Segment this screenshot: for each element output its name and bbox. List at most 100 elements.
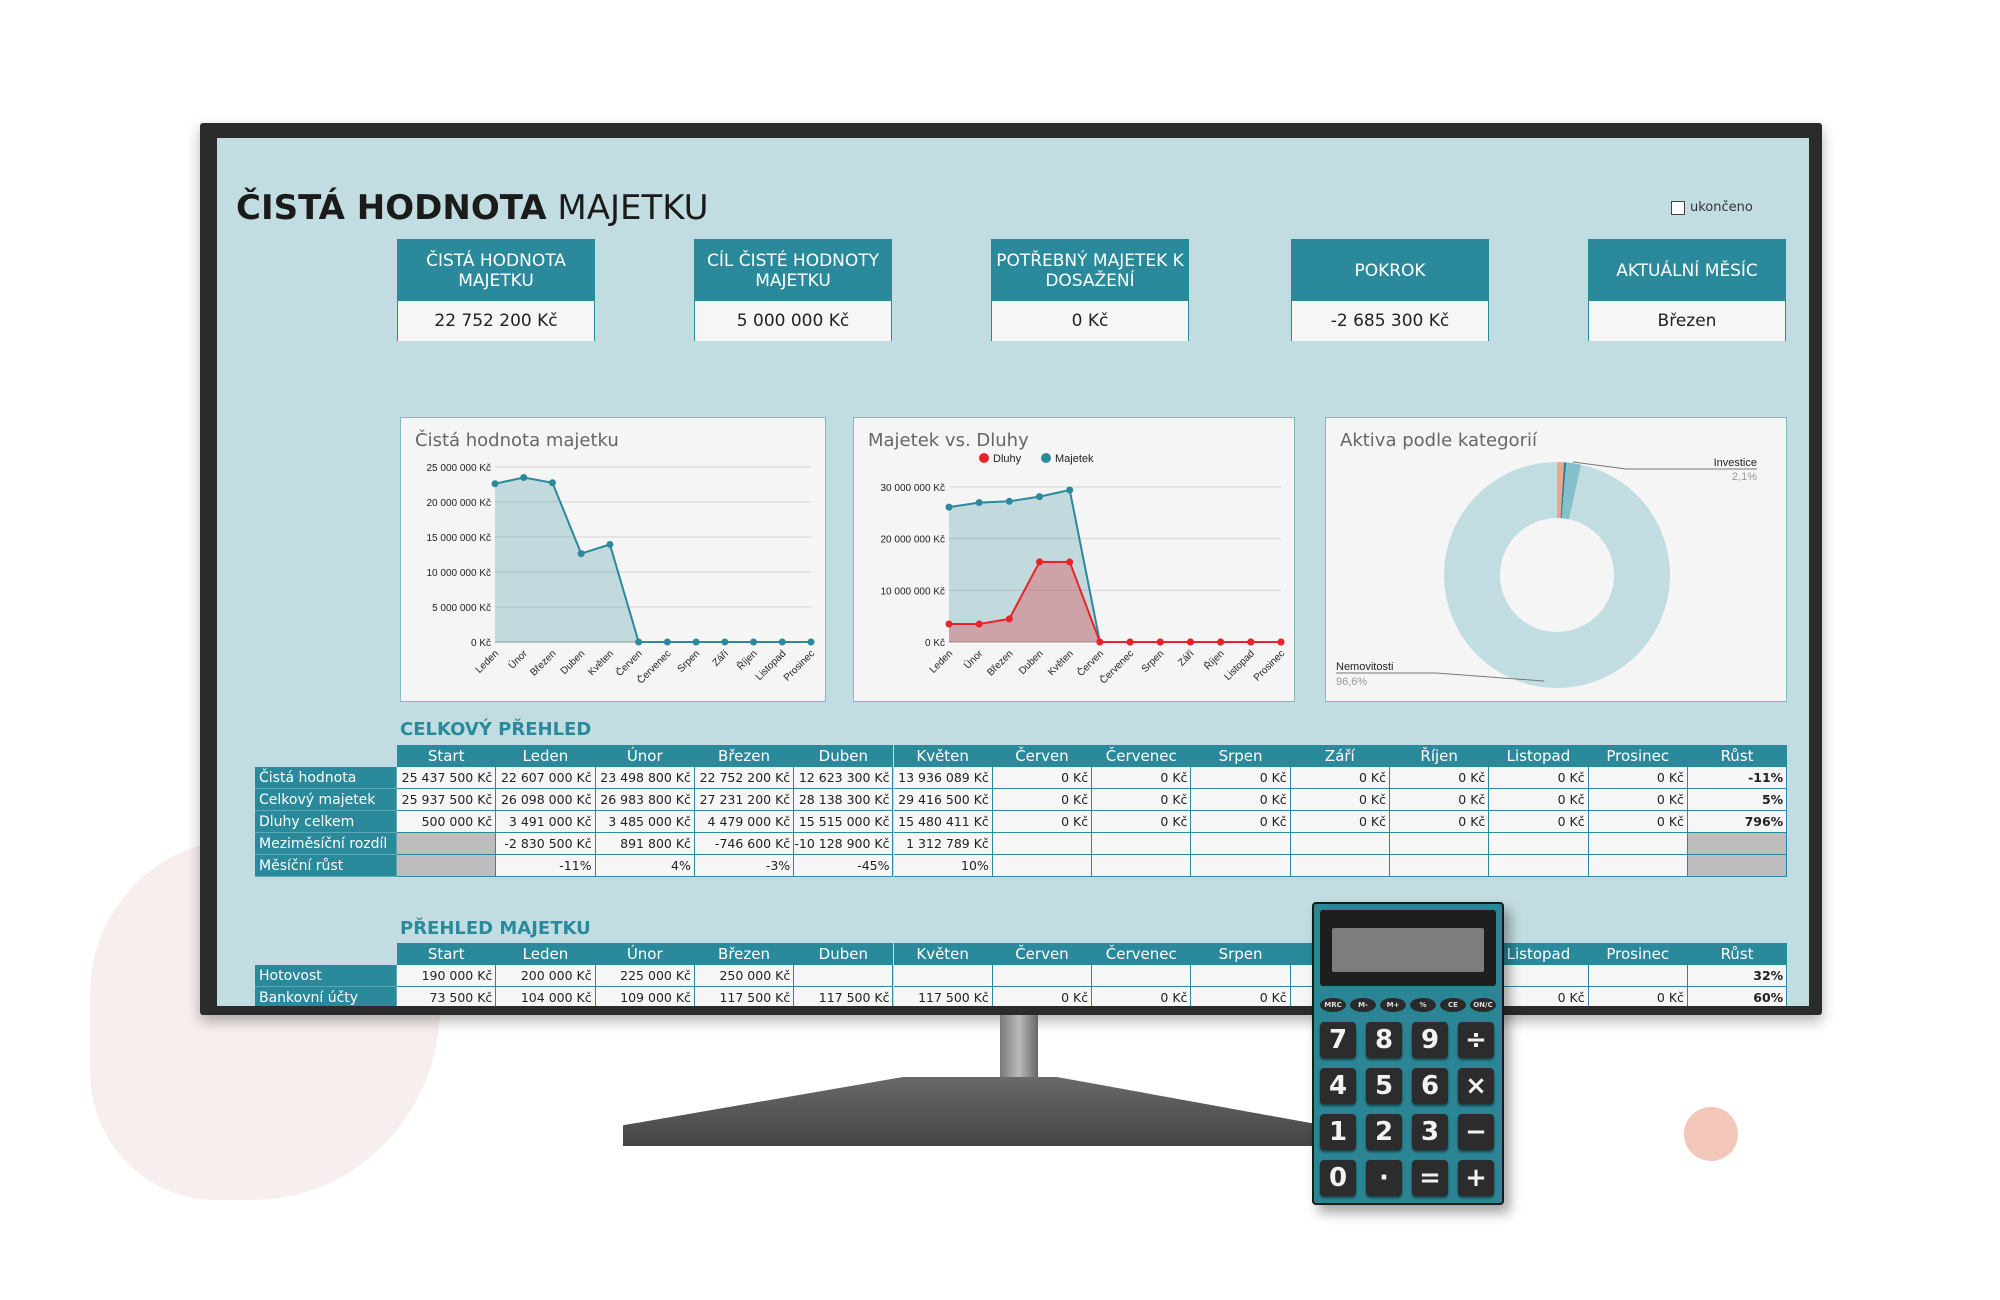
- table-cell[interactable]: 12 623 300 Kč: [794, 767, 894, 789]
- table-cell[interactable]: [992, 855, 1093, 877]
- table-cell[interactable]: 29 416 500 Kč: [893, 789, 993, 811]
- table-cell[interactable]: 4%: [595, 855, 695, 877]
- table-cell[interactable]: [1290, 833, 1390, 855]
- table-cell[interactable]: [1191, 855, 1291, 877]
- table-cell[interactable]: [1390, 833, 1490, 855]
- table-cell[interactable]: 190 000 Kč: [397, 965, 497, 987]
- table-cell[interactable]: 4 479 000 Kč: [694, 811, 795, 833]
- table-cell[interactable]: 15 515 000 Kč: [794, 811, 894, 833]
- table-cell[interactable]: [1489, 855, 1589, 877]
- table-cell[interactable]: 0 Kč: [1588, 767, 1688, 789]
- table-cell[interactable]: [893, 965, 993, 987]
- table-cell[interactable]: 250 000 Kč: [694, 965, 795, 987]
- checkbox-box[interactable]: [1671, 200, 1685, 215]
- table-cell[interactable]: 0 Kč: [1390, 767, 1490, 789]
- table-cell[interactable]: 60%: [1687, 987, 1788, 1006]
- table-cell[interactable]: [1092, 855, 1192, 877]
- table-cell[interactable]: [794, 965, 894, 987]
- completed-checkbox[interactable]: ukončeno: [1671, 200, 1753, 215]
- table-cell[interactable]: 0 Kč: [1489, 767, 1589, 789]
- table-cell[interactable]: -45%: [794, 855, 894, 877]
- table-cell[interactable]: 0 Kč: [1588, 987, 1688, 1006]
- table-cell[interactable]: [397, 855, 497, 877]
- table-cell[interactable]: 73 500 Kč: [397, 987, 497, 1006]
- table-cell[interactable]: -3%: [694, 855, 795, 877]
- table-cell[interactable]: 0 Kč: [1191, 811, 1291, 833]
- table-cell[interactable]: 26 098 000 Kč: [496, 789, 596, 811]
- table-cell[interactable]: 28 138 300 Kč: [794, 789, 894, 811]
- table-cell[interactable]: 117 500 Kč: [794, 987, 894, 1006]
- table-cell[interactable]: -11%: [1687, 767, 1788, 789]
- table-cell[interactable]: 0 Kč: [1290, 811, 1390, 833]
- table-cell[interactable]: [1489, 833, 1589, 855]
- table-cell[interactable]: 27 231 200 Kč: [694, 789, 795, 811]
- table-cell[interactable]: 0 Kč: [1489, 987, 1589, 1006]
- table-cell[interactable]: 32%: [1687, 965, 1788, 987]
- legend-label: Majetek: [1055, 453, 1094, 465]
- table-cell[interactable]: 0 Kč: [1290, 789, 1390, 811]
- table-cell[interactable]: -746 600 Kč: [694, 833, 795, 855]
- table-cell[interactable]: 0 Kč: [992, 767, 1093, 789]
- data-point: [1217, 638, 1225, 646]
- table-cell[interactable]: [992, 833, 1093, 855]
- table-cell[interactable]: [1588, 833, 1688, 855]
- table-cell[interactable]: [1588, 855, 1688, 877]
- table-cell[interactable]: 0 Kč: [1588, 811, 1688, 833]
- table-cell[interactable]: [1687, 855, 1788, 877]
- table-cell[interactable]: 0 Kč: [1489, 811, 1589, 833]
- table-cell[interactable]: 22 607 000 Kč: [496, 767, 596, 789]
- table-cell[interactable]: 225 000 Kč: [595, 965, 695, 987]
- table-cell[interactable]: 117 500 Kč: [694, 987, 795, 1006]
- table-cell[interactable]: 15 480 411 Kč: [893, 811, 993, 833]
- table-cell[interactable]: [992, 965, 1093, 987]
- table-cell[interactable]: 13 936 089 Kč: [893, 767, 993, 789]
- table-cell[interactable]: [1191, 833, 1291, 855]
- table-cell[interactable]: [1489, 965, 1589, 987]
- table-cell[interactable]: 0 Kč: [992, 811, 1093, 833]
- table-cell[interactable]: 200 000 Kč: [496, 965, 596, 987]
- table-cell[interactable]: 5%: [1687, 789, 1788, 811]
- table-cell[interactable]: -10 128 900 Kč: [794, 833, 894, 855]
- table-cell[interactable]: 0 Kč: [1092, 767, 1192, 789]
- table-cell[interactable]: 25 937 500 Kč: [397, 789, 497, 811]
- table-cell[interactable]: 3 491 000 Kč: [496, 811, 596, 833]
- table-cell[interactable]: [1092, 965, 1192, 987]
- table-cell[interactable]: 0 Kč: [1092, 811, 1192, 833]
- table-cell[interactable]: 1 312 789 Kč: [893, 833, 993, 855]
- table-cell[interactable]: [1092, 833, 1192, 855]
- table-cell[interactable]: 0 Kč: [1191, 987, 1291, 1006]
- table-cell[interactable]: 0 Kč: [992, 987, 1093, 1006]
- table-cell[interactable]: 109 000 Kč: [595, 987, 695, 1006]
- table-cell[interactable]: 796%: [1687, 811, 1788, 833]
- table-cell[interactable]: 0 Kč: [1390, 789, 1490, 811]
- table-cell[interactable]: 117 500 Kč: [893, 987, 993, 1006]
- table-cell[interactable]: [1687, 833, 1788, 855]
- table-cell[interactable]: 0 Kč: [1588, 789, 1688, 811]
- table-cell[interactable]: 3 485 000 Kč: [595, 811, 695, 833]
- table-cell[interactable]: 26 983 800 Kč: [595, 789, 695, 811]
- table-cell[interactable]: 104 000 Kč: [496, 987, 596, 1006]
- table-cell[interactable]: 0 Kč: [1191, 767, 1291, 789]
- calculator-key: 7: [1320, 1022, 1356, 1058]
- table-cell[interactable]: [397, 833, 497, 855]
- table-cell[interactable]: [1390, 855, 1490, 877]
- table-cell[interactable]: 891 800 Kč: [595, 833, 695, 855]
- table-cell[interactable]: 0 Kč: [1489, 789, 1589, 811]
- table-cell[interactable]: 25 437 500 Kč: [397, 767, 497, 789]
- table-cell[interactable]: 0 Kč: [1092, 789, 1192, 811]
- table-cell[interactable]: 0 Kč: [1390, 811, 1490, 833]
- table-cell[interactable]: 0 Kč: [1290, 767, 1390, 789]
- table-cell[interactable]: 23 498 800 Kč: [595, 767, 695, 789]
- table-cell[interactable]: [1191, 965, 1291, 987]
- table-cell[interactable]: [1290, 855, 1390, 877]
- table-cell[interactable]: 500 000 Kč: [397, 811, 497, 833]
- table-cell[interactable]: 22 752 200 Kč: [694, 767, 795, 789]
- table-cell[interactable]: 10%: [893, 855, 993, 877]
- y-tick-label: 25 000 000 Kč: [427, 463, 492, 474]
- table-cell[interactable]: -2 830 500 Kč: [496, 833, 596, 855]
- table-cell[interactable]: 0 Kč: [992, 789, 1093, 811]
- table-cell[interactable]: -11%: [496, 855, 596, 877]
- table-cell[interactable]: 0 Kč: [1092, 987, 1192, 1006]
- table-cell[interactable]: [1588, 965, 1688, 987]
- table-cell[interactable]: 0 Kč: [1191, 789, 1291, 811]
